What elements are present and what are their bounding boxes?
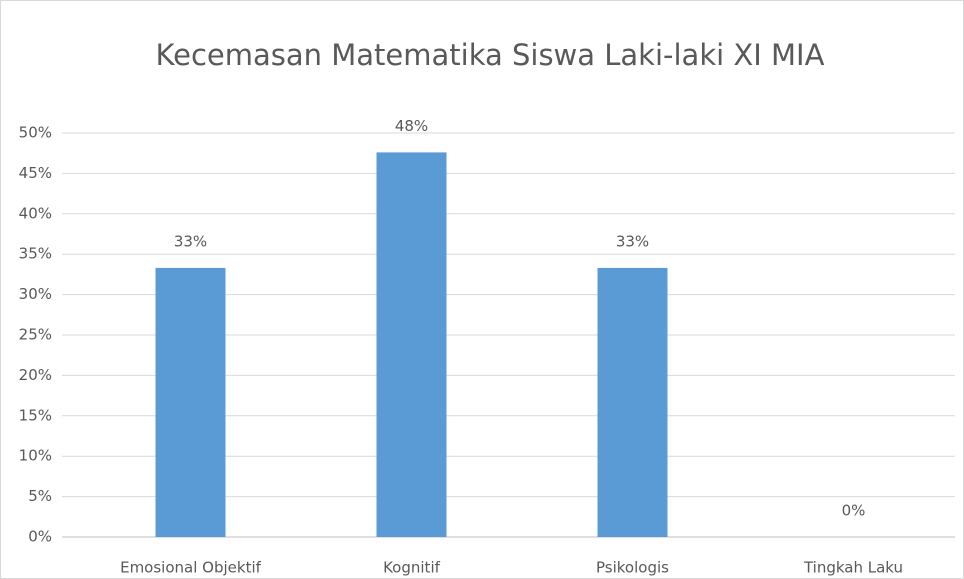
y-tick-label: 35% <box>19 245 52 263</box>
data-label: 0% <box>842 502 866 520</box>
x-tick-label: Kognitif <box>383 559 441 577</box>
y-tick-label: 45% <box>19 164 52 182</box>
y-tick-label: 10% <box>19 447 52 465</box>
bar <box>376 152 447 537</box>
data-label: 33% <box>174 232 207 250</box>
y-tick-label: 40% <box>19 204 52 222</box>
y-tick-label: 30% <box>19 285 52 303</box>
bar <box>597 267 668 537</box>
x-tick-label: Tingkah Laku <box>803 559 903 577</box>
x-tick-label: Psikologis <box>596 559 669 577</box>
y-tick-label: 20% <box>19 366 52 384</box>
y-tick-label: 25% <box>19 326 52 344</box>
x-tick-label: Emosional Objektif <box>120 559 262 577</box>
chart-title: Kecemasan Matematika Siswa Laki-laki XI … <box>156 38 825 72</box>
data-label: 33% <box>616 232 649 250</box>
y-tick-label: 0% <box>28 528 52 546</box>
y-tick-label: 15% <box>19 406 52 424</box>
y-tick-label: 5% <box>28 487 52 505</box>
data-label: 48% <box>395 117 428 135</box>
bar <box>155 267 226 537</box>
y-tick-label: 50% <box>19 124 52 142</box>
